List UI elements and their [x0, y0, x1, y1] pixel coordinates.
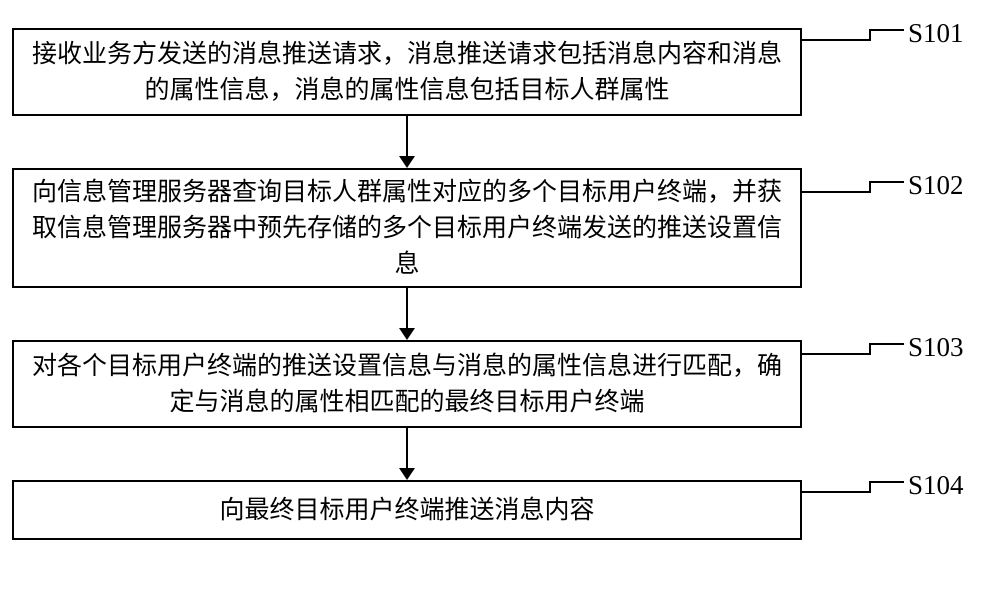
step-label-s101: S101 [908, 18, 964, 49]
step-text: 接收业务方发送的消息推送请求，消息推送请求包括消息内容和消息的属性信息，消息的属… [26, 36, 788, 109]
step-label-s104: S104 [908, 470, 964, 501]
step-text: 向最终目标用户终端推送消息内容 [219, 492, 594, 528]
step-text: 向信息管理服务器查询目标人群属性对应的多个目标用户终端，并获取信息管理服务器中预… [26, 174, 788, 283]
step-text: 对各个目标用户终端的推送设置信息与消息的属性信息进行匹配，确定与消息的属性相匹配… [26, 348, 788, 421]
step-box-s104: 向最终目标用户终端推送消息内容 [12, 480, 802, 540]
step-box-s103: 对各个目标用户终端的推送设置信息与消息的属性信息进行匹配，确定与消息的属性相匹配… [12, 340, 802, 428]
step-label-s102: S102 [908, 170, 964, 201]
flowchart-canvas: 接收业务方发送的消息推送请求，消息推送请求包括消息内容和消息的属性信息，消息的属… [0, 0, 1000, 612]
step-box-s102: 向信息管理服务器查询目标人群属性对应的多个目标用户终端，并获取信息管理服务器中预… [12, 168, 802, 288]
step-label-s103: S103 [908, 332, 964, 363]
step-box-s101: 接收业务方发送的消息推送请求，消息推送请求包括消息内容和消息的属性信息，消息的属… [12, 28, 802, 116]
